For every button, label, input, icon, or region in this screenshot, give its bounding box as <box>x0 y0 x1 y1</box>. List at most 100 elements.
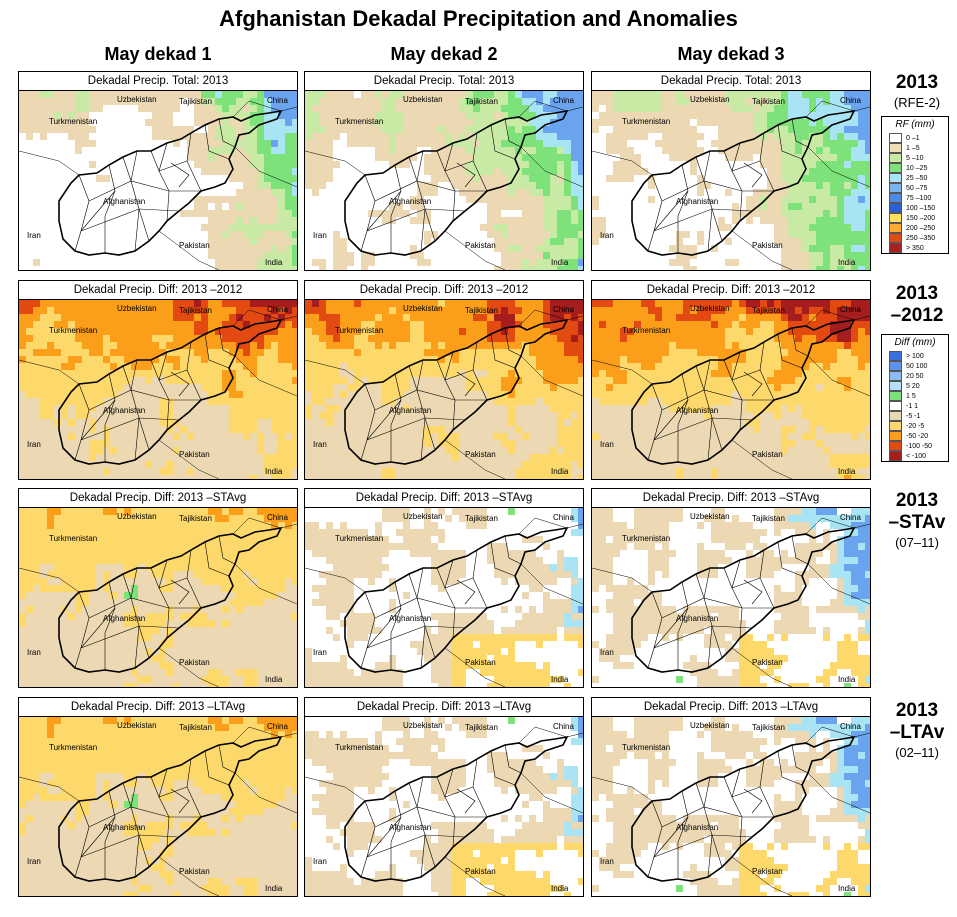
legend-item: < -100 <box>882 451 948 461</box>
legend-label: 10 –25 <box>906 164 928 172</box>
country-label-india: India <box>265 884 283 893</box>
country-label-china: China <box>267 305 288 314</box>
legend-item: 1 5 <box>882 391 948 401</box>
province-boundary <box>703 359 713 461</box>
legend-item: 200 –250 <box>882 223 948 233</box>
province-boundary <box>743 162 763 188</box>
province-boundary <box>695 573 705 599</box>
raster-layer <box>592 91 870 270</box>
neighbor-border <box>731 230 793 270</box>
province-boundary <box>390 790 402 879</box>
country-label-afghanistan: Afghanistan <box>103 197 146 206</box>
country-label-afghanistan: Afghanistan <box>103 823 146 832</box>
precipitation-map <box>305 300 583 479</box>
afghanistan-border <box>631 318 856 465</box>
province-boundary <box>723 150 761 172</box>
province-boundary <box>158 142 170 222</box>
province-boundary <box>490 541 516 577</box>
neighbor-border <box>518 309 583 327</box>
raster-layer <box>592 300 870 479</box>
neighbor-border <box>234 355 297 397</box>
neighbor-border <box>305 359 366 385</box>
column-header-dekad-2: May dekad 2 <box>390 44 498 64</box>
country-label-tajikistan: Tajikistan <box>179 514 212 523</box>
province-boundary <box>88 806 201 828</box>
province-boundary <box>104 164 116 253</box>
province-boundary <box>653 816 689 858</box>
province-boundary <box>170 162 190 188</box>
country-label-china: China <box>553 305 574 314</box>
legend-swatch <box>889 401 902 411</box>
neighbor-border <box>305 567 366 593</box>
province-boundary <box>731 351 743 431</box>
province-boundary <box>743 579 763 605</box>
legend-item: > 350 <box>882 243 948 253</box>
province-boundary <box>122 573 132 599</box>
country-label-afghanistan: Afghanistan <box>676 823 719 832</box>
country-label-china: China <box>840 305 861 314</box>
province-boundary <box>647 591 663 669</box>
province-boundary <box>424 834 436 868</box>
legend-label: 50 100 <box>906 362 928 370</box>
country-label-india: India <box>838 258 856 267</box>
country-label-china: China <box>553 722 574 731</box>
legend-swatch <box>889 153 902 163</box>
province-boundary <box>218 118 236 148</box>
province-boundary <box>366 607 402 649</box>
country-label-india: India <box>551 884 569 893</box>
province-boundary <box>723 359 761 381</box>
legend-label: -50 -20 <box>906 432 929 440</box>
neighbor-border <box>19 150 80 176</box>
neighbor-border <box>19 359 80 385</box>
province-boundary <box>490 333 516 369</box>
province-boundary <box>661 389 774 411</box>
legend-label: 25 –50 <box>906 174 928 182</box>
province-boundary <box>80 208 180 232</box>
province-boundary <box>424 625 436 659</box>
country-label-china: China <box>840 513 861 522</box>
map-panel-title: Dekadal Precip. Diff: 2013 –STAvg <box>19 489 297 508</box>
country-label-iran: Iran <box>313 857 327 866</box>
country-label-turkmenistan: Turkmenistan <box>622 534 671 543</box>
legend-swatch <box>889 243 902 253</box>
province-boundary <box>104 373 116 462</box>
province-boundary <box>436 567 474 589</box>
country-label-iran: Iran <box>313 440 327 449</box>
neighbor-border <box>444 647 506 687</box>
province-boundary <box>456 788 476 814</box>
country-label-uzbekistan: Uzbekistan <box>403 721 443 730</box>
province-boundary <box>456 579 476 605</box>
map-panel-title: Dekadal Precip. Diff: 2013 –2012 <box>592 281 870 300</box>
precipitation-map <box>19 91 297 270</box>
country-label-china: China <box>267 96 288 105</box>
neighbor-border <box>520 146 583 188</box>
map-panel-diff_2012-dekad-2: Dekadal Precip. Diff: 2013 –2012 Uzbekist… <box>304 280 584 480</box>
precipitation-map <box>592 91 870 270</box>
legend-label: -1 1 <box>906 402 919 410</box>
neighbor-border <box>19 567 80 593</box>
legend-label: -20 -5 <box>906 422 925 430</box>
neighbor-border <box>805 100 870 118</box>
precipitation-map <box>305 508 583 687</box>
legend-label: 250 –350 <box>906 234 936 242</box>
country-label-turkmenistan: Turkmenistan <box>622 117 671 126</box>
province-boundary <box>150 150 188 172</box>
neighbor-border <box>234 146 297 188</box>
raster-layer <box>19 300 297 479</box>
country-label-india: India <box>838 884 856 893</box>
neighbor-border <box>805 309 870 327</box>
row-label-subtitle: (02–11) <box>895 745 939 760</box>
country-label-india: India <box>551 675 569 684</box>
country-label-turkmenistan: Turkmenistan <box>335 743 384 752</box>
province-boundary <box>80 399 116 441</box>
province-boundary <box>360 800 376 878</box>
legend-label: -100 -50 <box>906 442 933 450</box>
province-boundary <box>791 744 809 774</box>
province-boundary <box>416 150 426 252</box>
province-boundary <box>424 417 436 451</box>
province-boundary <box>366 190 402 232</box>
province-boundary <box>647 174 663 252</box>
afghanistan-border <box>58 526 283 673</box>
province-boundary <box>80 607 116 649</box>
country-label-china: China <box>840 96 861 105</box>
